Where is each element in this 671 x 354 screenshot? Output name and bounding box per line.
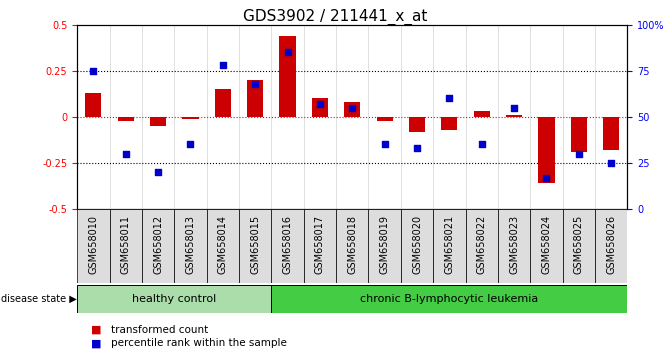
Bar (442, 117, 458, 130)
Bar (142, 209, 174, 283)
Bar (344, 102, 360, 117)
Bar (207, 209, 239, 283)
Bar (336, 209, 368, 283)
Text: GSM658017: GSM658017 (315, 215, 325, 274)
Bar (563, 209, 595, 283)
Point (444, 96, 455, 101)
Text: GSM658012: GSM658012 (153, 215, 163, 274)
Bar (117, 117, 134, 120)
Text: GSM658013: GSM658013 (185, 215, 195, 274)
Text: GSM658014: GSM658014 (218, 215, 228, 274)
Point (476, 142, 487, 147)
Bar (312, 98, 328, 117)
Text: ■: ■ (91, 338, 101, 348)
Point (541, 175, 552, 181)
Text: GSM658024: GSM658024 (541, 215, 552, 274)
Bar (77, 209, 109, 283)
Bar (304, 209, 336, 283)
Bar (595, 209, 627, 283)
Point (379, 142, 390, 147)
Bar (603, 117, 619, 150)
Text: GSM658025: GSM658025 (574, 215, 584, 274)
Bar (85, 93, 101, 117)
Text: transformed count: transformed count (111, 325, 208, 335)
Point (153, 169, 164, 175)
Bar (239, 209, 271, 283)
Bar (368, 209, 401, 283)
Bar (409, 117, 425, 132)
Bar (466, 209, 498, 283)
Text: GSM658016: GSM658016 (282, 215, 293, 274)
Text: GSM658021: GSM658021 (444, 215, 454, 274)
Point (185, 142, 196, 147)
Bar (279, 36, 296, 117)
Bar (271, 209, 304, 283)
Point (88, 68, 99, 74)
Bar (150, 117, 166, 126)
Point (250, 81, 260, 86)
Text: GSM658015: GSM658015 (250, 215, 260, 274)
Text: GSM658020: GSM658020 (412, 215, 422, 274)
Text: GDS3902 / 211441_x_at: GDS3902 / 211441_x_at (244, 9, 427, 25)
Text: chronic B-lymphocytic leukemia: chronic B-lymphocytic leukemia (360, 294, 539, 304)
Text: GSM658011: GSM658011 (121, 215, 131, 274)
Point (347, 105, 358, 110)
Point (574, 151, 584, 156)
Bar (401, 209, 433, 283)
Bar (433, 209, 466, 283)
Text: GSM658010: GSM658010 (89, 215, 99, 274)
Bar (530, 209, 563, 283)
Bar (498, 209, 530, 283)
Text: healthy control: healthy control (132, 294, 216, 304)
Bar (77, 285, 271, 313)
Text: disease state ▶: disease state ▶ (1, 294, 76, 304)
Bar (271, 285, 627, 313)
Text: GSM658019: GSM658019 (380, 215, 390, 274)
Text: percentile rank within the sample: percentile rank within the sample (111, 338, 287, 348)
Bar (538, 117, 554, 183)
Bar (571, 117, 587, 152)
Point (120, 151, 131, 156)
Bar (247, 80, 263, 117)
Bar (376, 117, 393, 120)
Bar (109, 209, 142, 283)
Point (217, 62, 228, 68)
Bar (506, 115, 522, 117)
Point (282, 50, 293, 55)
Bar (174, 209, 207, 283)
Bar (183, 117, 199, 119)
Text: GSM658026: GSM658026 (606, 215, 616, 274)
Text: GSM658022: GSM658022 (476, 215, 486, 274)
Point (411, 145, 422, 151)
Point (315, 101, 325, 107)
Point (509, 105, 519, 110)
Text: GSM658023: GSM658023 (509, 215, 519, 274)
Point (606, 160, 617, 166)
Text: ■: ■ (91, 325, 101, 335)
Text: GSM658018: GSM658018 (348, 215, 357, 274)
Bar (474, 111, 490, 117)
Bar (215, 89, 231, 117)
